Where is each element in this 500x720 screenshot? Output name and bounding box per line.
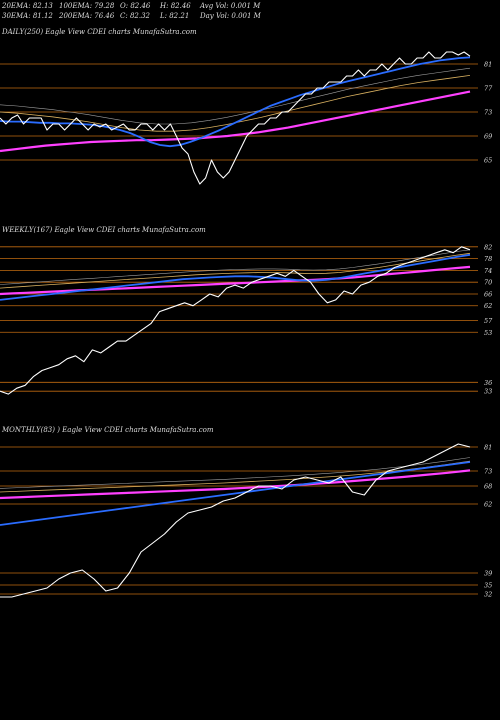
y-tick-label: 81 xyxy=(484,61,492,69)
y-tick-label: 39 xyxy=(484,570,492,578)
header-row-1: 20EMA: 82.13 100EMA: 79.28 O: 82.46 H: 8… xyxy=(2,2,260,50)
day-vol-value: Day Vol: 0.001 M xyxy=(200,12,261,20)
close-value: C: 82.32 xyxy=(120,12,150,20)
ema20-value: 20EMA: 82.13 xyxy=(2,2,53,10)
price-line xyxy=(0,443,471,598)
y-tick-label: 35 xyxy=(484,582,492,590)
y-tick-label: 33 xyxy=(484,388,492,396)
ema-short-line xyxy=(0,461,471,526)
y-tick-label: 32 xyxy=(484,591,492,599)
y-tick-label: 82 xyxy=(484,243,492,251)
price-line xyxy=(0,51,471,185)
open-value: O: 82.46 xyxy=(120,2,151,10)
ema-long-line xyxy=(0,469,471,500)
low-value: L: 82.21 xyxy=(160,12,190,20)
ema-long-line xyxy=(0,90,471,153)
y-tick-label: 68 xyxy=(484,483,492,491)
y-tick-label: 81 xyxy=(484,444,492,452)
y-tick-label: 77 xyxy=(484,85,493,93)
y-tick-label: 70 xyxy=(484,279,492,287)
ema30-value: 30EMA: 81.12 xyxy=(2,12,53,20)
ema-mid-line xyxy=(0,460,471,493)
avg-vol-value: Avg Vol: 0.001 M xyxy=(200,2,261,10)
high-value: H: 82.46 xyxy=(160,2,191,10)
y-tick-label: 73 xyxy=(484,468,492,476)
price-line xyxy=(0,246,471,395)
weekly-chart-title: WEEKLY(167) Eagle View CDEI charts Munaf… xyxy=(2,226,206,234)
header-row-2: 30EMA: 81.12 200EMA: 76.46 C: 82.32 L: 8… xyxy=(2,12,261,60)
ema200-value: 200EMA: 76.46 xyxy=(59,12,115,20)
ema-short-line xyxy=(0,253,471,301)
y-tick-label: 74 xyxy=(484,267,492,275)
y-tick-label: 62 xyxy=(484,501,492,509)
ema-grey-line xyxy=(0,67,471,125)
ema-grey-line xyxy=(0,457,471,489)
ema100-value: 100EMA: 79.28 xyxy=(59,2,115,10)
ema-grey-line xyxy=(0,249,471,285)
ema-short-line xyxy=(0,56,471,148)
y-tick-label: 53 xyxy=(484,329,492,337)
chart-panel-0: 81 77 73 69 65 xyxy=(0,51,493,185)
monthly-chart-title: MONTHLY(83) ) Eagle View CDEI charts Mun… xyxy=(2,426,214,434)
y-tick-label: 57 xyxy=(484,317,493,325)
ema-long-line xyxy=(0,265,471,296)
y-tick-label: 36 xyxy=(484,379,492,387)
y-tick-label: 65 xyxy=(484,157,492,165)
ema-mid-line xyxy=(0,252,471,289)
daily-chart-title: DAILY(250) Eagle View CDEI charts Munafa… xyxy=(2,28,197,36)
y-tick-label: 66 xyxy=(484,290,492,298)
y-tick-label: 78 xyxy=(484,255,492,263)
y-tick-label: 62 xyxy=(484,302,492,310)
y-tick-label: 69 xyxy=(484,133,492,141)
y-tick-label: 73 xyxy=(484,109,492,117)
